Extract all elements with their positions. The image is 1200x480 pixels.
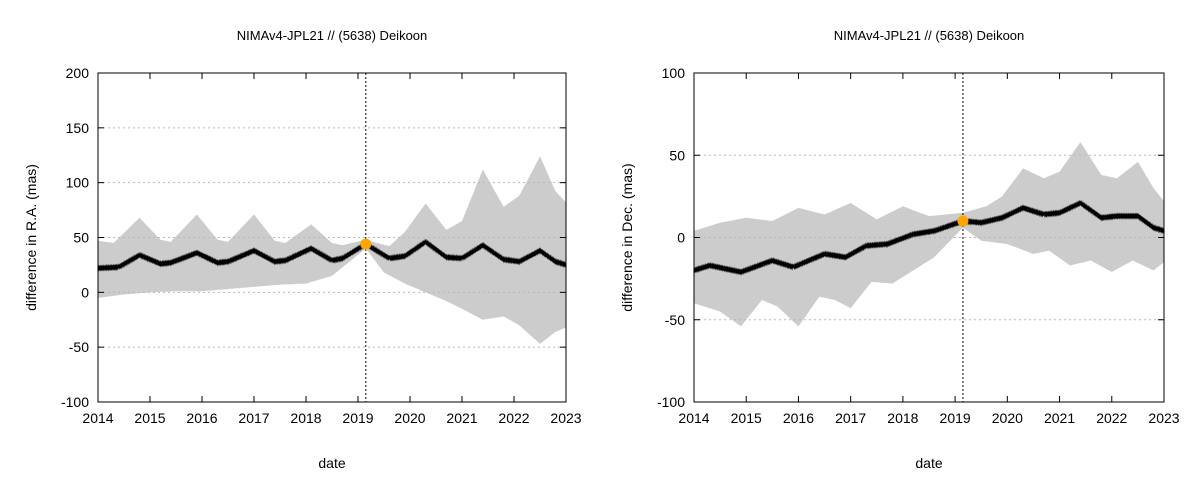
x-tick-label: 2018	[290, 410, 321, 426]
y-tick-label: 100	[66, 175, 90, 191]
chart-panel-2: 2014 2015 2016 2017 2018 2019 2020 2021 2022 2023…	[619, 28, 1180, 471]
reference-point-marker	[360, 238, 372, 250]
x-tick-label: 2019	[940, 410, 971, 426]
y-tick-label: -50	[665, 312, 685, 328]
y-tick-label: 0	[677, 230, 685, 246]
y-axis-label: difference in R.A. (mas)	[23, 164, 39, 311]
x-tick-label: 2022	[498, 410, 529, 426]
x-tick-label: 2018	[887, 410, 918, 426]
y-tick-label: 150	[66, 120, 90, 136]
x-tick-label: 2023	[550, 410, 581, 426]
x-tick-label: 2021	[446, 410, 477, 426]
y-tick-label: 50	[73, 230, 89, 246]
y-tick-label: -100	[61, 394, 89, 410]
difference-line	[97, 238, 567, 272]
uncertainty-band	[98, 156, 566, 344]
y-tick-label: 200	[66, 65, 90, 81]
x-tick-label: 2019	[342, 410, 373, 426]
x-tick-label: 2020	[394, 410, 425, 426]
x-axis-label: date	[915, 455, 942, 471]
x-tick-label: 2016	[186, 410, 217, 426]
y-tick-label: -50	[69, 339, 89, 355]
difference-line	[693, 199, 1165, 276]
y-tick-label: 50	[669, 147, 685, 163]
x-tick-label: 2015	[134, 410, 165, 426]
x-tick-label: 2017	[835, 410, 866, 426]
x-tick-label: 2020	[992, 410, 1023, 426]
y-tick-label: -100	[657, 394, 685, 410]
chart-panel-1: 2014 2015 2016 2017 2018 2019 2020 2021 2022 2023…	[23, 28, 582, 471]
x-tick-label: 2014	[678, 410, 709, 426]
x-axis-label: date	[318, 455, 345, 471]
chart-title: NIMAv4-JPL21 // (5638) Deikoon	[834, 28, 1025, 43]
x-tick-label: 2023	[1148, 410, 1179, 426]
y-tick-label: 100	[662, 65, 686, 81]
x-tick-label: 2021	[1044, 410, 1075, 426]
x-tick-label: 2016	[783, 410, 814, 426]
chart-title: NIMAv4-JPL21 // (5638) Deikoon	[237, 28, 428, 43]
reference-point-marker	[957, 215, 969, 227]
x-tick-label: 2015	[731, 410, 762, 426]
y-tick-label: 0	[81, 284, 89, 300]
x-tick-label: 2014	[82, 410, 113, 426]
x-tick-label: 2022	[1096, 410, 1127, 426]
y-axis-label: difference in Dec. (mas)	[619, 163, 635, 311]
x-tick-label: 2017	[238, 410, 269, 426]
